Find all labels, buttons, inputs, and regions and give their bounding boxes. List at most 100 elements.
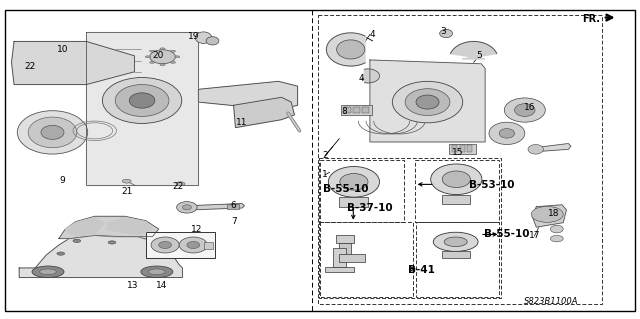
Bar <box>442 251 470 258</box>
Ellipse shape <box>170 50 175 52</box>
Ellipse shape <box>489 122 525 145</box>
Ellipse shape <box>115 85 169 116</box>
Text: 22: 22 <box>172 182 184 191</box>
Bar <box>325 267 354 272</box>
Text: B-55-10: B-55-10 <box>484 229 529 240</box>
Ellipse shape <box>37 59 50 64</box>
Text: 1: 1 <box>323 170 328 179</box>
Text: 4: 4 <box>359 74 364 83</box>
Text: 3: 3 <box>440 27 445 36</box>
Bar <box>344 107 351 113</box>
Text: 12: 12 <box>191 225 203 234</box>
Ellipse shape <box>129 93 155 108</box>
Ellipse shape <box>57 252 65 255</box>
Text: 7: 7 <box>231 217 236 226</box>
Polygon shape <box>59 216 159 239</box>
Text: FR.: FR. <box>582 13 600 24</box>
Ellipse shape <box>148 269 165 275</box>
Ellipse shape <box>145 56 150 58</box>
Ellipse shape <box>177 202 197 213</box>
Bar <box>467 145 472 152</box>
Polygon shape <box>198 81 298 110</box>
Ellipse shape <box>40 269 56 275</box>
Text: 18: 18 <box>548 209 559 218</box>
Ellipse shape <box>337 40 365 59</box>
Ellipse shape <box>433 232 478 251</box>
Polygon shape <box>532 205 566 227</box>
Ellipse shape <box>17 111 88 154</box>
Polygon shape <box>189 204 244 210</box>
Bar <box>227 204 239 209</box>
Polygon shape <box>326 33 365 66</box>
Ellipse shape <box>122 179 131 183</box>
Ellipse shape <box>531 206 563 222</box>
Ellipse shape <box>150 62 155 63</box>
Ellipse shape <box>195 32 212 43</box>
Polygon shape <box>86 32 198 185</box>
Bar <box>320 222 413 297</box>
Text: 9: 9 <box>60 176 65 185</box>
Ellipse shape <box>405 89 450 115</box>
Ellipse shape <box>22 67 32 70</box>
Ellipse shape <box>550 235 563 242</box>
Bar <box>415 160 499 222</box>
Ellipse shape <box>28 117 77 148</box>
Ellipse shape <box>442 171 470 188</box>
Text: 5: 5 <box>476 51 481 60</box>
Bar <box>204 242 213 249</box>
Text: 13: 13 <box>127 281 139 290</box>
Polygon shape <box>12 41 134 85</box>
Bar <box>339 197 368 207</box>
Bar <box>452 145 457 152</box>
Ellipse shape <box>160 48 165 50</box>
Polygon shape <box>538 144 571 152</box>
Polygon shape <box>65 218 104 235</box>
Ellipse shape <box>141 266 173 278</box>
Ellipse shape <box>206 37 219 45</box>
Bar <box>339 243 351 259</box>
Bar <box>339 254 365 262</box>
Bar <box>449 144 476 154</box>
Polygon shape <box>19 235 182 278</box>
Text: 6: 6 <box>231 201 236 210</box>
Ellipse shape <box>176 182 185 186</box>
Bar <box>416 222 499 297</box>
Polygon shape <box>451 41 497 59</box>
Polygon shape <box>234 97 294 128</box>
Ellipse shape <box>504 98 545 122</box>
Ellipse shape <box>150 50 155 52</box>
Ellipse shape <box>175 56 180 58</box>
Ellipse shape <box>159 241 172 249</box>
Ellipse shape <box>392 81 463 123</box>
Bar <box>319 158 501 298</box>
Text: 22: 22 <box>24 63 36 71</box>
Bar <box>460 145 465 152</box>
Ellipse shape <box>151 237 179 253</box>
Text: B-41: B-41 <box>408 264 435 275</box>
Text: 2: 2 <box>323 151 328 160</box>
Polygon shape <box>364 69 380 83</box>
Ellipse shape <box>550 225 563 233</box>
Bar <box>146 232 215 258</box>
Bar <box>320 160 404 222</box>
Ellipse shape <box>431 164 482 195</box>
Ellipse shape <box>160 64 165 66</box>
Text: 15: 15 <box>452 148 463 157</box>
Text: 21: 21 <box>121 187 132 196</box>
Ellipse shape <box>515 104 535 116</box>
Text: 14: 14 <box>156 281 167 290</box>
Ellipse shape <box>328 167 380 197</box>
Text: 16: 16 <box>524 103 536 112</box>
Polygon shape <box>108 218 152 234</box>
Ellipse shape <box>170 62 175 63</box>
Text: 8: 8 <box>342 107 347 115</box>
Ellipse shape <box>150 50 175 64</box>
Bar <box>341 105 372 115</box>
Text: S823B1100A: S823B1100A <box>524 297 578 306</box>
Bar <box>336 235 354 243</box>
Ellipse shape <box>416 95 439 109</box>
Text: 11: 11 <box>236 118 248 127</box>
Ellipse shape <box>187 241 200 249</box>
Text: B-37-10: B-37-10 <box>347 203 392 213</box>
Bar <box>353 107 360 113</box>
